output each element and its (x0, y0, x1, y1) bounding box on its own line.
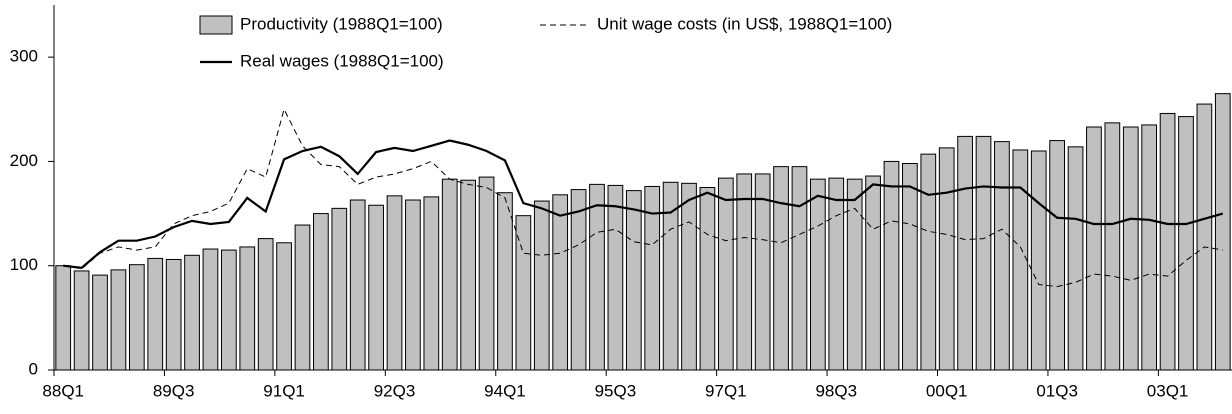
bar (239, 246, 256, 371)
x-tick-label: 01Q3 (1036, 381, 1078, 400)
bar (1030, 150, 1047, 371)
bar (184, 254, 200, 371)
x-tick-label: 94Q1 (484, 381, 526, 400)
bar (883, 160, 900, 371)
bar (717, 177, 734, 371)
x-tick-label: 92Q3 (374, 381, 416, 400)
bar (681, 182, 697, 371)
bar (220, 249, 237, 371)
x-tick-label: 97Q1 (705, 381, 747, 400)
x-tick-label: 98Q3 (815, 381, 857, 400)
bar (846, 178, 863, 371)
bar (938, 147, 955, 371)
legend-label: Real wages (1988Q1=100) (240, 51, 444, 70)
bar (1012, 149, 1029, 371)
bar (791, 166, 808, 371)
bar (1049, 140, 1066, 371)
bar (1086, 126, 1102, 371)
bar (994, 141, 1010, 371)
bar (1159, 112, 1176, 371)
bar (975, 135, 992, 371)
bar (736, 173, 753, 371)
bar (497, 192, 513, 371)
bar (1214, 93, 1231, 371)
bar (552, 194, 569, 371)
bar (570, 189, 587, 371)
bar (331, 207, 348, 371)
bar (110, 269, 127, 371)
legend-swatch (199, 15, 233, 35)
bar (73, 270, 90, 371)
y-tick-label: 200 (10, 151, 38, 170)
bar (423, 196, 440, 371)
bar (147, 257, 164, 371)
x-tick-label: 95Q3 (595, 381, 637, 400)
line-series (63, 107, 1223, 288)
bar (662, 181, 679, 371)
bar (55, 265, 72, 371)
bar (1178, 116, 1194, 371)
bar (607, 184, 624, 371)
bar (1067, 146, 1084, 371)
bar (920, 153, 937, 371)
line-series (63, 139, 1224, 269)
bar (773, 166, 789, 371)
bar (902, 163, 918, 371)
bar (405, 199, 421, 371)
bar (313, 213, 329, 371)
bar (809, 178, 826, 371)
bar (957, 135, 973, 371)
y-tick-label: 300 (10, 47, 38, 66)
x-tick-label: 88Q1 (42, 381, 84, 400)
y-tick-label: 0 (29, 359, 38, 378)
bar (589, 183, 605, 371)
bar (294, 224, 311, 371)
x-tick-label: 89Q3 (153, 381, 195, 400)
bar (202, 248, 219, 371)
bar (276, 242, 292, 371)
bar (865, 175, 881, 371)
bar (460, 179, 477, 371)
bar (828, 177, 845, 371)
x-tick-label: 00Q1 (926, 381, 968, 400)
bar (1122, 126, 1139, 371)
bar (699, 187, 716, 371)
bar (386, 195, 403, 371)
bar (1196, 103, 1213, 371)
x-tick-label: 03Q1 (1147, 381, 1189, 400)
bar (349, 199, 366, 371)
legend-label: Productivity (1988Q1=100) (240, 14, 443, 33)
bar (368, 204, 384, 371)
bar (165, 258, 182, 371)
legend-label: Unit wage costs (in US$, 1988Q1=100) (597, 14, 892, 33)
bar (478, 176, 495, 371)
bar (754, 173, 771, 371)
bar (1104, 122, 1121, 371)
bar (257, 238, 274, 371)
bar (92, 274, 108, 371)
bar (625, 190, 642, 371)
y-tick-label: 100 (10, 255, 38, 274)
bar (533, 200, 550, 371)
x-tick-label: 91Q1 (263, 381, 305, 400)
bar (1141, 124, 1158, 371)
bar (128, 264, 145, 371)
bar (441, 178, 458, 371)
